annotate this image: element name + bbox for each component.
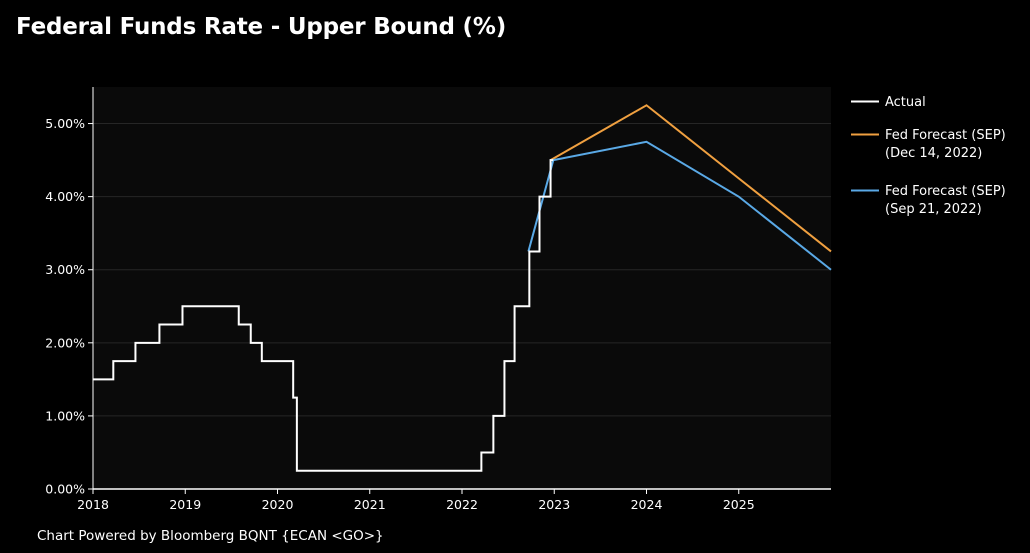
x-tick-label: 2024 [631, 497, 663, 512]
grid-lines [93, 123, 831, 417]
y-tick-label: 4.00% [45, 189, 85, 204]
chart-footer: Chart Powered by Bloomberg BQNT {ECAN <G… [37, 528, 384, 544]
y-tick-label: 2.00% [45, 335, 85, 350]
plot-background [93, 87, 831, 489]
legend-label: (Dec 14, 2022) [885, 146, 982, 161]
legend-label: (Sep 21, 2022) [885, 202, 982, 217]
x-tick-label: 2020 [262, 497, 294, 512]
x-tick-label: 2021 [354, 497, 386, 512]
x-tick-label: 2022 [446, 497, 478, 512]
x-tick-label: 2018 [77, 497, 109, 512]
y-tick-label: 0.00% [45, 482, 85, 497]
legend-label: Actual [885, 95, 926, 110]
axes: 0.00% 1.00% 2.00% 3.00% 4.00% 5.00% 2018 2019 20… [45, 87, 831, 512]
y-tick-label: 3.00% [45, 262, 85, 277]
x-tick-label: 2025 [723, 497, 755, 512]
series-line-3 [527, 140, 832, 271]
series-group [93, 104, 832, 472]
series-line-2 [550, 104, 832, 253]
x-tick-label: 2023 [538, 497, 570, 512]
legend: Actual Fed Forecast (SEP) (Dec 14, 2022) Fe… [851, 95, 1006, 217]
chart-title: Federal Funds Rate - Upper Bound (%) [16, 14, 507, 40]
series-line-1 [93, 159, 554, 472]
legend-label: Fed Forecast (SEP) [885, 128, 1006, 143]
x-tick-label: 2019 [169, 497, 201, 512]
y-tick-label: 5.00% [45, 116, 85, 131]
y-tick-label: 1.00% [45, 408, 85, 423]
legend-label: Fed Forecast (SEP) [885, 184, 1006, 199]
